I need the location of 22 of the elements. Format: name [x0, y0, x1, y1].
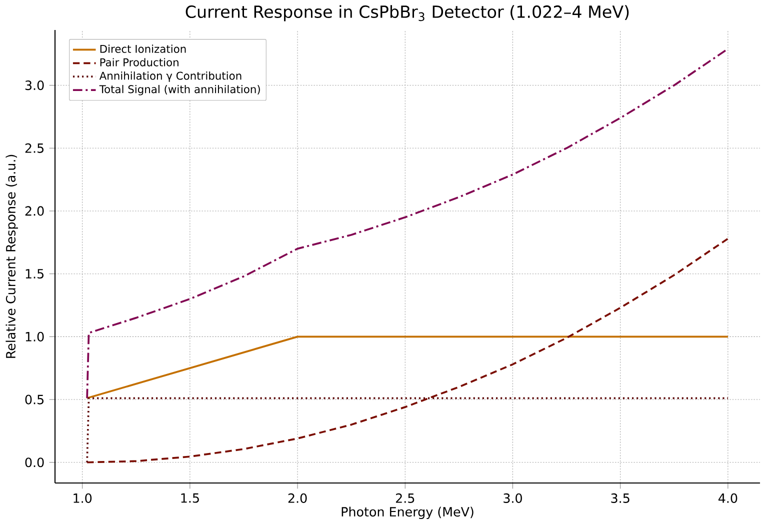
x-axis-title: Photon Energy (MeV) — [342, 506, 474, 520]
x-tick-label: 3.5 — [611, 493, 630, 503]
line-series — [86, 238, 729, 464]
x-tick-label: 1.5 — [181, 493, 199, 503]
y-tick-label: 2.5 — [25, 143, 44, 153]
y-tick-label: 2.0 — [25, 206, 44, 216]
y-tick-label: 0.0 — [25, 458, 44, 468]
x-tick-label: 4.0 — [718, 493, 738, 503]
legend-label: Direct Ionization — [100, 44, 186, 53]
legend-label: Total Signal (with annihilation) — [99, 84, 260, 96]
y-tick-label: 1.0 — [26, 332, 44, 342]
y-axis-title: Relative Current Response (a.u.) — [6, 154, 18, 358]
y-tick-label: 1.5 — [26, 269, 44, 279]
y-tick-label: 0.5 — [25, 394, 44, 404]
legend-label: Annihilation γ Contribution — [99, 72, 242, 82]
x-tick-label: 1.0 — [74, 493, 92, 503]
y-tick-label: 3.0 — [25, 80, 44, 90]
x-tick-label: 2.5 — [396, 493, 414, 503]
x-tick-label: 2.0 — [288, 493, 307, 503]
chart-title: Current Response in CsPbBr$_{3}$ Detector (1.022–4 MeV) — [186, 5, 629, 22]
legend-label: Pair Production — [100, 58, 178, 66]
x-tick-label: 3.0 — [504, 493, 522, 503]
